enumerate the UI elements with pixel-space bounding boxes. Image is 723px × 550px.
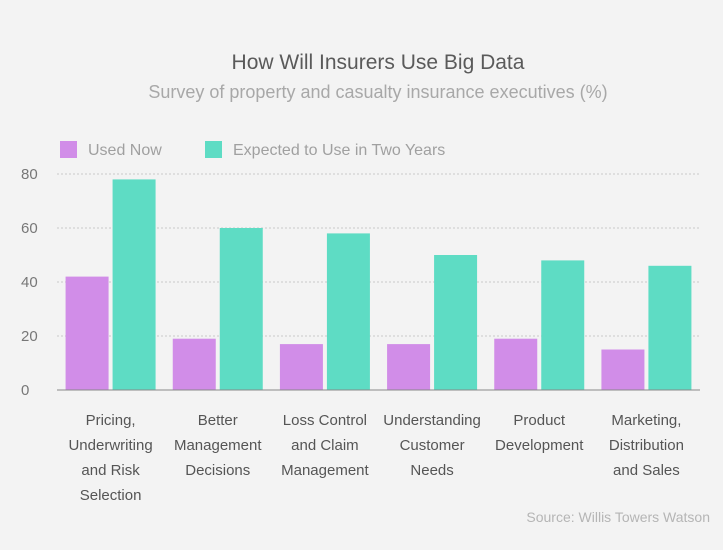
y-tick-label: 80: [21, 166, 38, 183]
bar-expected-two-years: [648, 265, 692, 390]
chart-subtitle: Survey of property and casualty insuranc…: [148, 82, 607, 102]
gridlines: [57, 173, 700, 337]
bar-expected-two-years: [219, 228, 263, 390]
x-category-label: Marketing, Distribution and Sales: [609, 412, 684, 479]
y-tick-label: 20: [21, 328, 38, 345]
x-category-label: Better Management Decisions: [174, 412, 262, 479]
bar-expected-two-years: [434, 255, 478, 390]
bar-expected-two-years: [541, 260, 585, 390]
category-labels: Pricing, Underwriting and Risk Selection Bet…: [68, 412, 683, 504]
source-note: Source: Willis Towers Watson: [526, 509, 710, 525]
legend-swatch-expected: [205, 141, 222, 158]
x-category-label: Product Development: [495, 412, 584, 454]
bar-used-now: [494, 338, 538, 390]
x-category-label: Pricing, Underwriting and Risk Selection: [68, 412, 152, 504]
y-tick-label: 0: [21, 382, 29, 399]
legend-label-expected: Expected to Use in Two Years: [233, 142, 445, 159]
bars: [65, 179, 692, 390]
bar-used-now: [601, 349, 645, 390]
bar-used-now: [172, 338, 216, 390]
legend-label-used-now: Used Now: [88, 142, 162, 159]
y-axis-ticks: 0 20 40 60 80: [21, 166, 38, 399]
bar-used-now: [387, 344, 431, 390]
chart-title: How Will Insurers Use Big Data: [232, 51, 525, 74]
y-tick-label: 60: [21, 220, 38, 237]
bar-expected-two-years: [112, 179, 156, 390]
x-category-label: Loss Control and Claim Management: [281, 412, 369, 479]
bar-used-now: [279, 344, 323, 390]
legend: Used Now Expected to Use in Two Years: [60, 141, 445, 159]
x-category-label: Understanding Customer Needs: [383, 412, 481, 479]
y-tick-label: 40: [21, 274, 38, 291]
bar-used-now: [65, 276, 109, 390]
legend-swatch-used-now: [60, 141, 77, 158]
bar-expected-two-years: [326, 233, 370, 390]
